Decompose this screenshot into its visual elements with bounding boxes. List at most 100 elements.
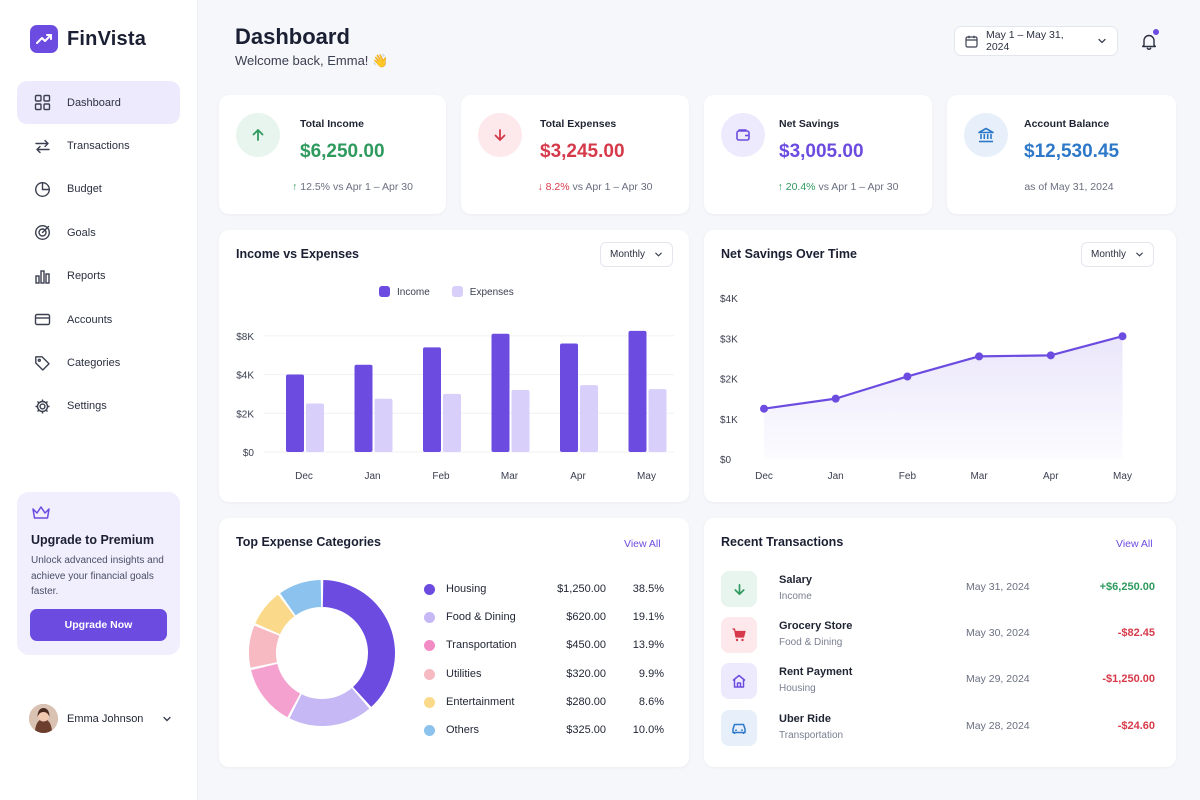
bar-income[interactable] xyxy=(354,364,373,452)
card-title: Income vs Expenses xyxy=(236,247,359,261)
sidebar-item-transactions[interactable]: Transactions xyxy=(17,124,180,167)
swap-icon xyxy=(35,139,50,153)
expense-category-row[interactable]: Utilities $320.00 9.9% xyxy=(424,665,664,685)
bar-expenses[interactable] xyxy=(374,398,393,452)
transaction-row[interactable]: Salary Income May 31, 2024 +$6,250.00 xyxy=(721,571,1155,607)
sidebar-item-accounts[interactable]: Accounts xyxy=(17,298,180,341)
bar-expenses[interactable] xyxy=(306,403,324,452)
bar-income[interactable] xyxy=(423,347,441,452)
donut-slice[interactable] xyxy=(251,663,301,718)
transaction-name: Rent Payment xyxy=(779,666,853,678)
wallet-icon xyxy=(721,113,765,157)
sidebar-item-dashboard[interactable]: Dashboard xyxy=(17,81,180,125)
bar-expenses[interactable] xyxy=(443,393,461,452)
category-percent: 38.5% xyxy=(632,583,664,595)
donut-slice[interactable] xyxy=(249,625,280,668)
sidebar-item-goals[interactable]: Goals xyxy=(17,211,180,254)
brand[interactable]: FinVista xyxy=(30,25,146,53)
target-icon xyxy=(34,225,51,241)
category-percent: 8.6% xyxy=(638,695,664,708)
expense-category-row[interactable]: Housing $1,250.00 38.5% xyxy=(424,580,664,600)
stat-change-percent: 20.4% xyxy=(785,181,816,193)
stat-change: ↑ 20.4% vs Apr 1 – Apr 30 xyxy=(704,181,932,193)
income-expenses-card: Income vs Expenses Monthly Income Expens… xyxy=(219,230,689,502)
sidebar-item-reports[interactable]: Reports xyxy=(17,255,180,298)
transaction-date: May 31, 2024 xyxy=(966,581,1030,593)
page-title: Dashboard xyxy=(235,24,350,49)
data-point[interactable] xyxy=(1118,332,1127,341)
data-point[interactable] xyxy=(903,372,912,381)
stat-label: Total Expenses xyxy=(540,118,617,130)
bar-income[interactable] xyxy=(491,333,510,452)
transaction-amount: +$6,250.00 xyxy=(1099,581,1155,593)
net-savings-line-chart: $0 $1K $2K $3K $4K Dec Jan Feb Mar Apr May xyxy=(720,294,1132,482)
stat-card-net-savings: Net Savings $3,005.00 ↑ 20.4% vs Apr 1 –… xyxy=(704,95,932,214)
card-title: Net Savings Over Time xyxy=(721,247,857,261)
category-color-dot xyxy=(424,725,435,736)
category-percent: 13.9% xyxy=(632,639,664,652)
user-name: Emma Johnson xyxy=(67,712,144,725)
bar-income[interactable] xyxy=(560,343,578,452)
bar-expenses[interactable] xyxy=(648,389,667,452)
view-all-link[interactable]: View All xyxy=(1116,538,1153,550)
donut-slice[interactable] xyxy=(289,688,370,726)
donut-slice[interactable] xyxy=(322,580,395,707)
brand-logo-icon xyxy=(30,25,58,53)
stat-note: as of May 31, 2024 xyxy=(1024,181,1114,193)
sidebar-nav: Dashboard Transactions Budget Goals Repo… xyxy=(17,81,180,428)
transaction-row[interactable]: Grocery Store Food & Dining May 30, 2024… xyxy=(721,617,1155,653)
category-amount: $325.00 xyxy=(566,724,606,736)
date-range-picker[interactable]: May 1 – May 31, 2024 xyxy=(954,26,1118,56)
category-color-dot xyxy=(424,612,435,624)
brand-name: FinVista xyxy=(67,27,147,50)
notifications-button[interactable] xyxy=(1134,26,1164,56)
sidebar-item-categories[interactable]: Categories xyxy=(17,341,180,384)
donut-slice[interactable] xyxy=(255,594,295,635)
transaction-category: Transportation xyxy=(779,730,844,741)
transaction-name: Grocery Store xyxy=(779,620,853,632)
data-point[interactable] xyxy=(760,404,768,413)
stat-card-total-expenses: Total Expenses $3,245.00 ↓ 8.2% vs Apr 1… xyxy=(461,95,689,214)
category-percent: 19.1% xyxy=(632,611,664,624)
sidebar-item-label: Budget xyxy=(67,183,102,196)
category-color-dot xyxy=(424,640,435,652)
transaction-category: Housing xyxy=(779,683,816,694)
chevron-down-icon xyxy=(655,252,662,257)
bar-expenses[interactable] xyxy=(580,385,598,452)
bar-income[interactable] xyxy=(286,374,304,452)
card-title: Recent Transactions xyxy=(721,535,844,549)
category-amount: $620.00 xyxy=(566,611,606,624)
category-name: Utilities xyxy=(446,667,482,680)
premium-title: Upgrade to Premium xyxy=(31,533,154,547)
stat-compare: vs Apr 1 – Apr 30 xyxy=(818,181,899,193)
period-select[interactable]: Monthly xyxy=(1081,242,1154,267)
income-expenses-bar-chart: $0 $2K $4K $8K Dec Jan Feb Mar Apr May xyxy=(236,330,674,482)
expense-category-row[interactable]: Others $325.00 10.0% xyxy=(424,721,664,741)
bar-expenses[interactable] xyxy=(511,389,530,452)
grid-icon xyxy=(34,94,51,111)
data-point[interactable] xyxy=(975,352,984,361)
bar-income[interactable] xyxy=(628,330,647,452)
data-point[interactable] xyxy=(1046,351,1055,360)
period-select[interactable]: Monthly xyxy=(600,242,673,267)
donut-slice[interactable] xyxy=(280,580,322,616)
expense-category-row[interactable]: Entertainment $280.00 8.6% xyxy=(424,693,664,713)
upgrade-now-button[interactable]: Upgrade Now xyxy=(30,609,167,641)
y-tick-label: $2K xyxy=(236,409,254,420)
expense-category-row[interactable]: Transportation $450.00 13.9% xyxy=(424,636,664,656)
bank-icon xyxy=(964,113,1008,157)
transaction-row[interactable]: Uber Ride Transportation May 28, 2024 -$… xyxy=(721,710,1155,746)
chevron-down-icon xyxy=(1098,38,1106,44)
sidebar-item-settings[interactable]: Settings xyxy=(17,385,180,428)
x-tick-label: Dec xyxy=(295,471,313,482)
expense-category-row[interactable]: Food & Dining $620.00 19.1% xyxy=(424,608,664,628)
transaction-date: May 30, 2024 xyxy=(966,627,1030,639)
user-menu[interactable]: Emma Johnson xyxy=(29,704,172,733)
view-all-link[interactable]: View All xyxy=(624,538,661,550)
transaction-row[interactable]: Rent Payment Housing May 29, 2024 -$1,25… xyxy=(721,663,1155,699)
data-point[interactable] xyxy=(831,394,840,403)
period-select-value: Monthly xyxy=(1091,249,1127,260)
category-amount: $320.00 xyxy=(566,667,606,680)
sidebar-item-budget[interactable]: Budget xyxy=(17,168,180,211)
category-name: Transportation xyxy=(446,639,517,652)
